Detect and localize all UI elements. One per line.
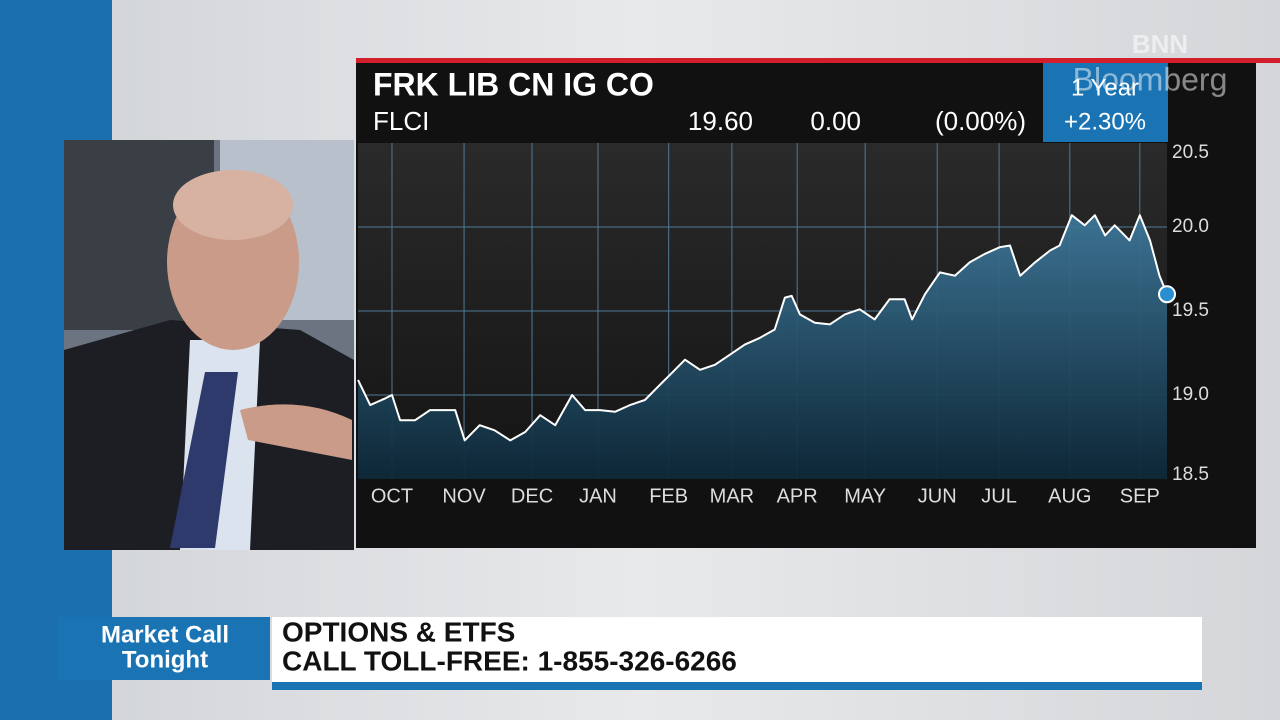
y-tick-label: 19.0 [1172, 384, 1209, 405]
video-panel [64, 140, 354, 550]
banner-box [272, 617, 1202, 690]
x-tick-label: OCT [371, 485, 413, 507]
banner-line: CALL TOLL-FREE: 1-855-326-6266 [282, 645, 737, 676]
last-point [1158, 285, 1176, 304]
plot: 20.5 20.0 19.5 19.0 18.5 OCT NOV DEC JAN FEB MAR AP… [357, 142, 1209, 507]
x-tick-label: MAR [710, 485, 754, 507]
y-tick-label: 19.5 [1172, 300, 1209, 321]
x-tick-label: JUN [918, 485, 957, 507]
x-tick-label: APR [777, 485, 818, 507]
ticker: FLCI [373, 106, 429, 136]
price-line [357, 214, 1168, 442]
x-tick-label: JUL [981, 485, 1017, 507]
x-tick-label: NOV [442, 485, 486, 507]
show-box [58, 617, 270, 680]
y-tick-label: 20.5 [1172, 142, 1209, 163]
show-name: Market Call [101, 621, 229, 648]
x-tick-label: SEP [1120, 485, 1160, 507]
x-tick-label: DEC [511, 485, 553, 507]
area-fill [358, 215, 1167, 479]
price-change: 0.00 [810, 106, 861, 136]
period-label: 1 Year [1071, 74, 1139, 101]
logo-line2: Bloomberg [1073, 61, 1228, 97]
logo-line1: BNN [1132, 29, 1188, 59]
red-rule [356, 58, 1280, 63]
last-price: 19.60 [688, 106, 753, 136]
banner-line: OPTIONS & ETFS [282, 616, 515, 647]
x-tick-label: JAN [579, 485, 617, 507]
x-tick-label: FEB [649, 485, 688, 507]
y-tick-label: 20.0 [1172, 216, 1209, 237]
x-tick-label: AUG [1048, 485, 1091, 507]
period-change: +2.30% [1064, 108, 1146, 135]
period-box [1043, 63, 1168, 142]
chart-title: FRK LIB CN IG CO [373, 66, 654, 102]
show-name: Tonight [122, 646, 208, 673]
x-tick-label: MAY [844, 485, 886, 507]
y-tick-label: 18.5 [1172, 464, 1209, 485]
percent-change: (0.00%) [935, 106, 1026, 136]
banner-rule [272, 682, 1202, 690]
